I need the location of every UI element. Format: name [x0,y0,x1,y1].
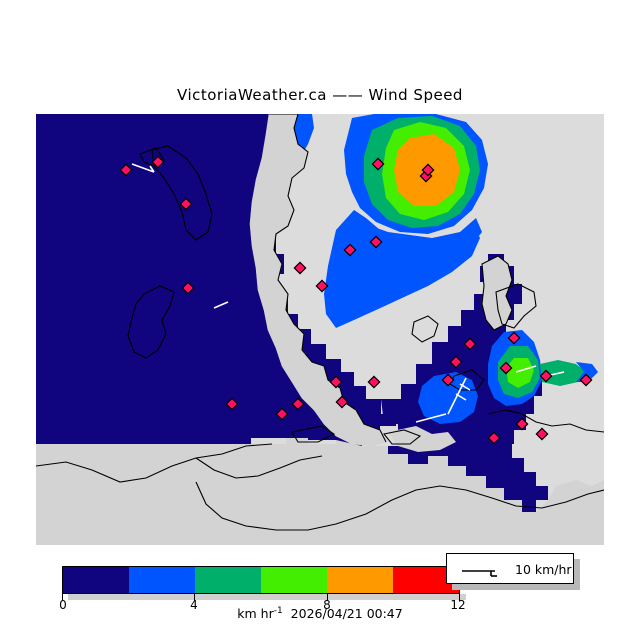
wind-barb-ne-shaft [131,163,155,173]
station-marker[interactable] [367,375,381,389]
wind-barb-lasqueti-shaft [213,301,229,309]
station-marker[interactable] [181,281,195,295]
station-marker[interactable] [369,235,383,249]
colorbar-label-12: 12 [450,598,466,612]
colorbar-units-exponent: -1 [273,606,283,616]
colorbar-shadow [68,594,466,600]
station-marker[interactable] [179,197,193,211]
coastline-island-small-b [495,283,537,329]
coastline-layer [36,114,604,531]
coastline-vancouver-island [269,114,387,443]
coastline-victoria-harbour [487,409,604,433]
station-marker-layer[interactable] [119,155,593,445]
coast-sliver-2-4-b [342,232,370,264]
station-marker[interactable] [507,331,521,345]
station-marker[interactable] [515,417,529,431]
coastline-island-strait-a [383,429,422,445]
land-island-cluster-b [336,458,456,500]
colorbar-band-0 [63,567,129,593]
station-marker[interactable] [535,427,549,441]
station-marker[interactable] [487,431,501,445]
land-island-cluster-a [388,426,456,452]
coastline-island-lasqueti [127,285,175,359]
colorbar-label-4: 4 [190,598,198,612]
wind-barb-inlet-flag2 [455,393,467,401]
coastline-olympic-south [195,481,604,531]
colorbar-tick-8 [327,594,328,601]
station-marker[interactable] [449,355,463,369]
coastline-island-small-c [291,425,336,443]
station-marker[interactable] [291,397,305,411]
coastline-saanich [481,255,513,331]
station-marker[interactable] [579,373,593,387]
station-marker[interactable] [335,395,349,409]
colorbar-band-3 [261,567,327,593]
station-marker[interactable] [343,243,357,257]
colorbar-band-4 [327,567,393,593]
wind-barb-victoria-shaft [515,365,537,373]
station-marker[interactable] [539,369,553,383]
station-marker[interactable] [119,163,133,177]
wind-legend-box: 10 km/hr [446,553,574,584]
colorbar-band-2 [195,567,261,593]
colorbar-label-0: 0 [59,598,67,612]
land-olympic-peninsula [36,438,604,545]
station-marker[interactable] [151,155,165,169]
wind-legend-label: 10 km/hr [515,562,572,577]
page-title: VictoriaWeather.ca —— Wind Speed [177,86,463,104]
station-marker[interactable] [275,407,289,421]
timestamp: 2026/04/21 00:47 [290,606,403,622]
wind-barb-coast-shaft [415,413,447,423]
coastline-olympic-north [36,443,273,483]
station-marker[interactable] [225,397,239,411]
coastline-island-texada [151,145,213,241]
hotspot-victoria-tail-2-4 [576,362,598,382]
station-marker[interactable] [315,279,329,293]
land-layer [36,114,604,545]
colorbar [62,566,460,594]
colorbar-bands [62,566,460,594]
wind-barb-inlet-flag [459,383,471,391]
station-marker[interactable] [441,373,455,387]
wind-barb-ne-flag [149,165,155,173]
wind-barb-inlet-shaft [447,377,467,415]
map-panel[interactable] [36,114,604,545]
station-marker[interactable] [421,163,435,177]
colorbar-tick-4 [194,594,195,601]
station-marker[interactable] [499,361,513,375]
colorbar-tick-12 [459,594,460,601]
coastline-island-small-a [411,315,439,343]
wind-barb-icon [462,570,497,577]
coastline-olympic-inner [195,455,323,479]
colorbar-band-1 [129,567,195,593]
land-saanich-peninsula [482,256,512,330]
colorbar-units-text: km hr [237,606,274,622]
colorbar-label-8: 8 [323,598,331,612]
station-marker[interactable] [371,157,385,171]
station-marker[interactable] [329,375,343,389]
colorbar-units-and-timestamp: km hr-1 2026/04/21 00:47 [0,606,640,621]
station-marker[interactable] [463,337,477,351]
colorbar-spacer [283,606,291,621]
colorbar-tick-0 [62,594,63,601]
station-marker[interactable] [293,261,307,275]
map-canvas[interactable] [36,114,604,545]
hotspot-victoria-band-6-8 [506,358,534,388]
